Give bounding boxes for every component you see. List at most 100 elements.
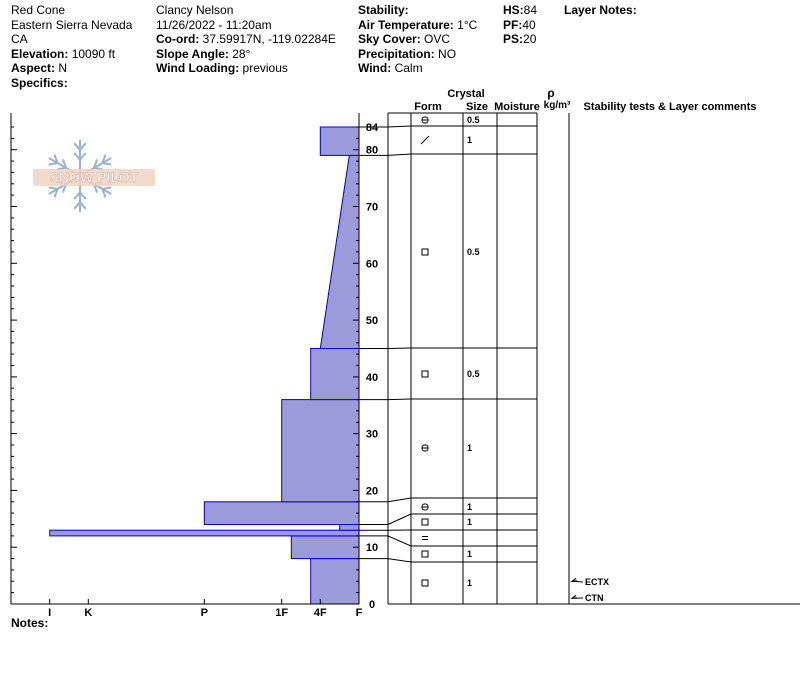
snowflake-branch (73, 152, 81, 161)
row-connector (387, 347, 412, 349)
hardness-bar (203, 501, 360, 525)
layer-notes-heading: Layer Notes: (564, 3, 637, 17)
form-header: Form (414, 101, 442, 113)
snowflake-branch (93, 159, 99, 169)
crystal-size: 1 (467, 578, 472, 588)
hardness-tick-label: 1F (275, 607, 288, 619)
snowflake-branch (79, 201, 87, 210)
hardness-bar (49, 529, 360, 537)
hardness-bar (290, 535, 360, 560)
fragment-crystal-icon (420, 135, 430, 145)
snowflake-branch (101, 188, 107, 198)
hardness-axis: I K P 1F 4F F (48, 599, 363, 619)
facet-crystal-icon (421, 579, 429, 587)
height-tick-label: 70 (366, 202, 378, 214)
snowflake-branch (79, 152, 87, 161)
notes-label: Notes: (11, 616, 49, 630)
row-connector (387, 398, 412, 401)
row-connector (387, 558, 412, 563)
air-temp-row: Air Temperature: 1°C (358, 17, 478, 32)
hardness-bar (339, 524, 360, 531)
facet-crystal-icon (421, 248, 429, 256)
crystal-size: 1 (467, 443, 472, 453)
wind-loading-row: Wind Loading: previous (156, 61, 288, 75)
location-name: Red Cone (11, 3, 66, 17)
coord-row: Co-ord: 37.59917N, -119.02284E (156, 32, 336, 46)
height-tick-label: 80 (366, 145, 378, 157)
snowflake-branch (101, 154, 107, 164)
hardness-tick-label: K (84, 607, 92, 619)
observer-name: Clancy Nelson (156, 3, 234, 17)
hardness-tick-label: I (48, 607, 51, 619)
row-connector (387, 497, 412, 503)
height-tick-label: 60 (366, 258, 378, 270)
logo-text: SNOW PILOT (50, 169, 139, 185)
test-arrowhead (570, 594, 578, 599)
crystal-size: 1 (467, 502, 472, 512)
size-header: Size (466, 101, 488, 113)
header-col-observer: Clancy Nelson 11/26/2022 - 11:20am Co-or… (156, 3, 336, 76)
hardness-bar (281, 399, 360, 503)
crystal-size: 1 (467, 517, 472, 527)
table-grid (359, 112, 800, 605)
density-symbol: ρ (547, 86, 554, 100)
snowflake-branch (73, 191, 81, 200)
test-label: ECTX (585, 577, 609, 587)
moisture-header: Moisture (494, 101, 540, 113)
snowflake-branch (73, 142, 81, 151)
snowflake-branch (48, 162, 58, 166)
comments-header: Stability tests & Layer comments (583, 101, 756, 113)
wind-row: Wind: Calm (358, 61, 423, 75)
observation-datetime: 11/26/2022 - 11:20am (156, 17, 272, 32)
facet-crystal-icon (421, 370, 429, 378)
height-tick-label: 50 (366, 315, 378, 327)
crystal-header: Crystal (447, 88, 484, 100)
hardness-bar (319, 154, 360, 349)
logo-banner (33, 169, 155, 186)
snowflake-branch (73, 201, 81, 210)
header-col-weather: Stability: Air Temperature: 1°C Sky Cove… (358, 3, 477, 76)
row-connector (387, 125, 412, 128)
height-tick-label: 40 (366, 372, 378, 384)
snowflake-branch (53, 154, 59, 164)
specifics-row: Specifics: (11, 75, 68, 90)
height-tick-label: 20 (366, 485, 378, 497)
stability-row: Stability: (358, 3, 409, 17)
snowflake-branch (79, 142, 87, 151)
test-arrowhead (570, 577, 578, 582)
hardness-bar (310, 558, 360, 605)
density-unit: kg/m³ (544, 100, 571, 111)
crystal-size: 0.5 (467, 115, 480, 125)
facet-crystal-icon (421, 550, 429, 558)
crystal-size: 1 (467, 549, 472, 559)
sky-row: Sky Cover: OVC (358, 32, 451, 46)
hardness-bar (310, 348, 360, 401)
snowflake-branch (61, 159, 67, 169)
range-name: Eastern Sierra Nevada (11, 17, 133, 32)
height-axis: 0 10 20 30 40 50 60 70 80 84 (11, 122, 379, 611)
pf-row: PF:40 (503, 17, 536, 32)
hardness-tick-label: 4F (314, 607, 327, 619)
height-tick-label: 84 (366, 122, 379, 134)
test-label: CTN (585, 593, 604, 603)
snowflake-branch (79, 191, 87, 200)
hardness-tick-label: P (201, 607, 208, 619)
layer-table: Crystal Form Size Moisture ρ kg/m³ Stabi… (359, 86, 800, 605)
crystal-size: 0.5 (467, 369, 480, 379)
hs-row: HS:84 (503, 3, 538, 17)
snowflake-branch (102, 162, 112, 166)
stability-tests: ECTX CTN (570, 577, 609, 603)
elevation-row: Elevation: 10090 ft (11, 46, 116, 61)
snowpilot-logo: SNOW PILOT (33, 140, 155, 212)
snowflake-branch (53, 188, 59, 198)
hardness-tick-label: F (356, 607, 363, 619)
height-tick-label: 0 (369, 599, 375, 611)
slope-row: Slope Angle: 28° (156, 46, 251, 61)
precip-row: Precipitation: NO (358, 46, 457, 61)
ps-row: PS:20 (503, 32, 537, 46)
snowflake-branch (48, 186, 58, 190)
state-name: CA (11, 32, 28, 46)
height-tick-label: 30 (366, 429, 378, 441)
crystal-size: 1 (467, 135, 472, 145)
